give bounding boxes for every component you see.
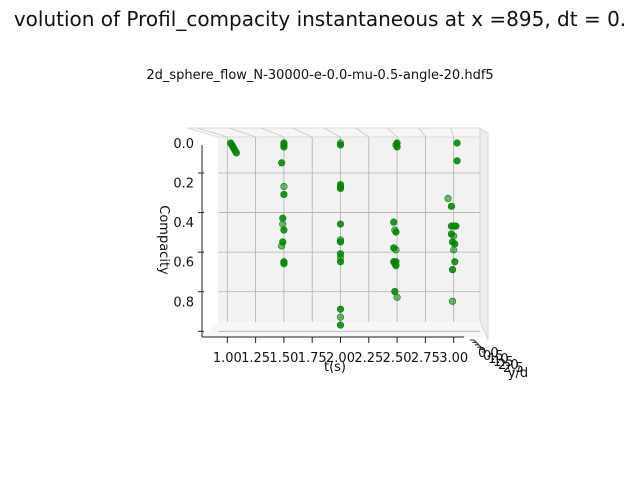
x-axis-label: t(s) (324, 360, 346, 375)
data-point (336, 313, 345, 321)
data-point (336, 238, 345, 246)
data-point (444, 194, 452, 203)
data-point (336, 220, 345, 228)
data-point (448, 297, 457, 305)
data-point (280, 190, 288, 199)
data-point (447, 202, 456, 210)
top-grid-line (387, 127, 398, 138)
data-point (392, 228, 400, 236)
y-tick-label: 0.0 (173, 137, 194, 152)
bottom-pane (202, 322, 484, 337)
y-tick-label: 0.8 (173, 295, 194, 310)
data-point (336, 258, 345, 266)
data-point (393, 293, 401, 301)
x-tick-label: 2.00 (326, 351, 355, 366)
data-point (451, 258, 459, 266)
scatter-points (227, 139, 461, 329)
data-point (452, 222, 460, 230)
x-tick-labels: 1.00 1.25 1.50 1.75 2.00 2.25 2.50 2.75 3.00 (213, 337, 468, 366)
data-point (453, 139, 461, 147)
data-point (278, 242, 286, 250)
data-point (280, 260, 288, 268)
y-axis-label: Compacity (156, 205, 171, 275)
x-tick-label: 1.75 (298, 351, 327, 366)
x-tick-label: 1.00 (213, 351, 242, 366)
data-point (392, 262, 400, 270)
data-point (336, 141, 345, 149)
data-point (393, 143, 401, 151)
data-point (390, 218, 398, 226)
data-point (453, 157, 461, 165)
x-tick-label: 1.50 (269, 351, 298, 366)
x-tick-label: 2.50 (383, 351, 412, 366)
z-tick-label: 2.0 (498, 358, 519, 373)
data-point (279, 220, 287, 228)
top-grid-line (260, 127, 285, 138)
top-grid-line (450, 127, 455, 138)
y-tick-labels: 0.0 0.2 0.4 0.6 0.8 (173, 137, 204, 332)
z-tick-labels: 0.00.51.01.52.02.5 (470, 339, 524, 376)
top-grid-line (292, 127, 313, 138)
data-point (232, 149, 240, 157)
data-point (280, 143, 288, 151)
top-grid-line (418, 127, 426, 138)
z-tick-label: 0.5 (483, 349, 504, 364)
x-tick-label: 1.25 (241, 351, 270, 366)
z-axis-label: y/d (508, 366, 528, 381)
data-point (336, 321, 345, 329)
data-point (336, 305, 345, 313)
data-point (280, 182, 288, 191)
z-tick-label: 2.5 (503, 361, 524, 376)
data-point (336, 184, 345, 193)
data-point (279, 214, 287, 222)
top-grid-line (228, 127, 256, 138)
y-tick-label: 0.6 (173, 256, 194, 271)
z-tick-label: 1.0 (488, 352, 509, 367)
top-grid-line (197, 127, 228, 138)
data-point (278, 159, 286, 167)
top-grid-line (355, 127, 370, 138)
data-point (392, 246, 400, 254)
top-grid-line (323, 127, 341, 138)
data-point (450, 246, 458, 254)
side-pane (479, 127, 489, 341)
data-point (280, 226, 288, 234)
x-tick-label: 2.25 (354, 351, 383, 366)
data-point (448, 266, 457, 274)
top-grid-lines (197, 127, 455, 138)
x-tick-label: 2.75 (411, 351, 440, 366)
z-tick-label: 1.5 (493, 355, 514, 370)
x-tick-label: 3.00 (439, 351, 468, 366)
chart-subtitle: 2d_sphere_flow_N-30000-e-0.0-mu-0.5-angl… (146, 68, 493, 83)
y-tick-label: 0.4 (173, 216, 194, 231)
top-edge-pane (186, 127, 481, 138)
data-point (451, 240, 459, 248)
data-point (391, 287, 399, 296)
chart-title: volution of Profil_compacity instantaneo… (14, 7, 626, 31)
data-point (450, 232, 458, 240)
back-pane (218, 137, 480, 322)
y-tick-label: 0.2 (173, 177, 194, 192)
